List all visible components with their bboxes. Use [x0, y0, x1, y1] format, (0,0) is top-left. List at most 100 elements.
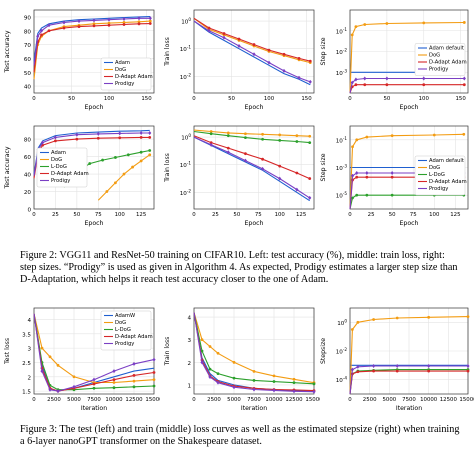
data-point — [72, 384, 76, 389]
data-point — [282, 68, 286, 73]
legend-box — [36, 147, 88, 188]
x-tick-label: 2500 — [47, 397, 61, 403]
data-point — [75, 132, 79, 137]
data-point — [466, 364, 470, 369]
y-tick-label: 1 — [187, 383, 191, 389]
data-point — [112, 381, 116, 384]
data-point — [226, 134, 230, 138]
data-point — [114, 156, 117, 159]
data-point — [47, 29, 51, 33]
y-tick-label: 10-1 — [336, 136, 348, 145]
data-point — [47, 23, 51, 28]
data-point — [48, 355, 52, 359]
data-point — [466, 315, 470, 318]
data-point — [232, 385, 236, 390]
data-point — [126, 153, 130, 157]
legend-label: D-Adapt Adam — [429, 60, 467, 66]
data-point — [466, 369, 470, 373]
x-tick-label: 0 — [32, 96, 36, 102]
y-tick-label: 10-2 — [336, 48, 348, 57]
legend-label: Prodigy — [429, 186, 448, 192]
x-tick-label: 50 — [389, 212, 396, 218]
data-point — [122, 172, 126, 176]
plot-frame — [193, 125, 315, 210]
plot-frame — [33, 307, 155, 395]
x-tick-label: 10000 — [420, 397, 438, 403]
data-point — [244, 152, 247, 156]
data-point — [122, 16, 126, 21]
data-point — [72, 375, 76, 379]
data-point — [232, 360, 236, 364]
x-tick-label: 10000 — [265, 397, 283, 403]
y-tick-label: 40 — [24, 85, 32, 91]
plot-area: 100 10-1 10-2 0 25 50 75 100 125 Epoch Train loss — [164, 125, 315, 227]
data-point — [308, 79, 312, 84]
data-point — [216, 351, 220, 355]
data-point — [40, 140, 45, 145]
legend-label: L-DoG — [115, 327, 131, 333]
data-point — [139, 150, 143, 154]
data-point — [208, 375, 212, 380]
data-point — [92, 386, 96, 390]
data-point — [356, 320, 360, 324]
data-point — [148, 19, 152, 23]
data-point — [363, 23, 367, 26]
x-tick-label: 75 — [255, 212, 262, 218]
data-point — [308, 59, 312, 63]
data-point — [292, 389, 296, 394]
y-tick-label: 3 — [187, 338, 191, 344]
chart-gpt-stepsize: 100 10-2 10-4 0 2500 5000 7500 100001250015000 I… — [320, 307, 474, 412]
x-tick-label: 125 — [450, 212, 460, 218]
data-point — [350, 173, 355, 178]
y-tick-label: 80 — [24, 138, 32, 144]
data-point — [226, 146, 230, 150]
data-point — [137, 22, 141, 26]
legend-label: Prodigy — [115, 341, 134, 347]
data-point — [427, 364, 431, 369]
chart-vgg-train-loss: 100 10-1 10-2 0 50 100 150 Epoch Train loss — [164, 9, 315, 111]
y-tick-label: 4 — [187, 316, 191, 322]
data-point — [237, 37, 241, 41]
data-point — [118, 136, 122, 140]
y-axis-label: Train loss — [164, 153, 171, 183]
x-axis-label: Epoch — [245, 220, 264, 227]
x-tick-label: 12500 — [125, 397, 143, 403]
x-tick-label: 125 — [136, 212, 146, 218]
data-point — [355, 175, 359, 179]
x-tick-label: 0 — [32, 212, 36, 218]
data-point — [122, 23, 126, 26]
y-tick-label: 4 — [27, 318, 31, 324]
data-point — [88, 162, 92, 165]
chart-vgg-step-size: 10-1 10-2 10-3 0 50 100 150 Epoch Step size Adam … — [320, 9, 469, 111]
data-point — [207, 26, 211, 30]
data-point — [427, 315, 431, 319]
data-point — [132, 379, 136, 383]
y-tick-label: 50 — [24, 71, 32, 77]
y-tick-label: 2 — [187, 361, 191, 367]
plot-frame — [33, 9, 155, 94]
data-point — [272, 380, 276, 383]
x-tick-label: 100 — [104, 96, 115, 102]
legend-label: DoG — [429, 165, 440, 171]
legend-box — [414, 43, 466, 76]
y-tick-label: 1.5 — [22, 390, 31, 396]
data-point — [208, 345, 212, 348]
data-point — [40, 369, 44, 374]
figure-3-caption: Figure 3: The test (left) and train (mid… — [20, 424, 460, 448]
x-tick-label: 0 — [348, 96, 352, 102]
data-point — [107, 21, 111, 25]
y-axis-label: Test accuracy — [4, 30, 11, 73]
data-point — [209, 142, 213, 147]
data-point — [132, 373, 136, 377]
y-tick-label: 60 — [24, 155, 32, 161]
data-point — [355, 138, 359, 142]
data-point — [252, 43, 256, 46]
series-line-adam — [193, 136, 310, 202]
x-tick-label: 25 — [52, 212, 59, 218]
chart-resnet-train-loss: 100 10-1 10-2 0 25 50 75 100 125 Epoch Train loss — [164, 125, 315, 227]
series-line-prodigy — [349, 77, 465, 94]
data-point — [148, 135, 152, 139]
